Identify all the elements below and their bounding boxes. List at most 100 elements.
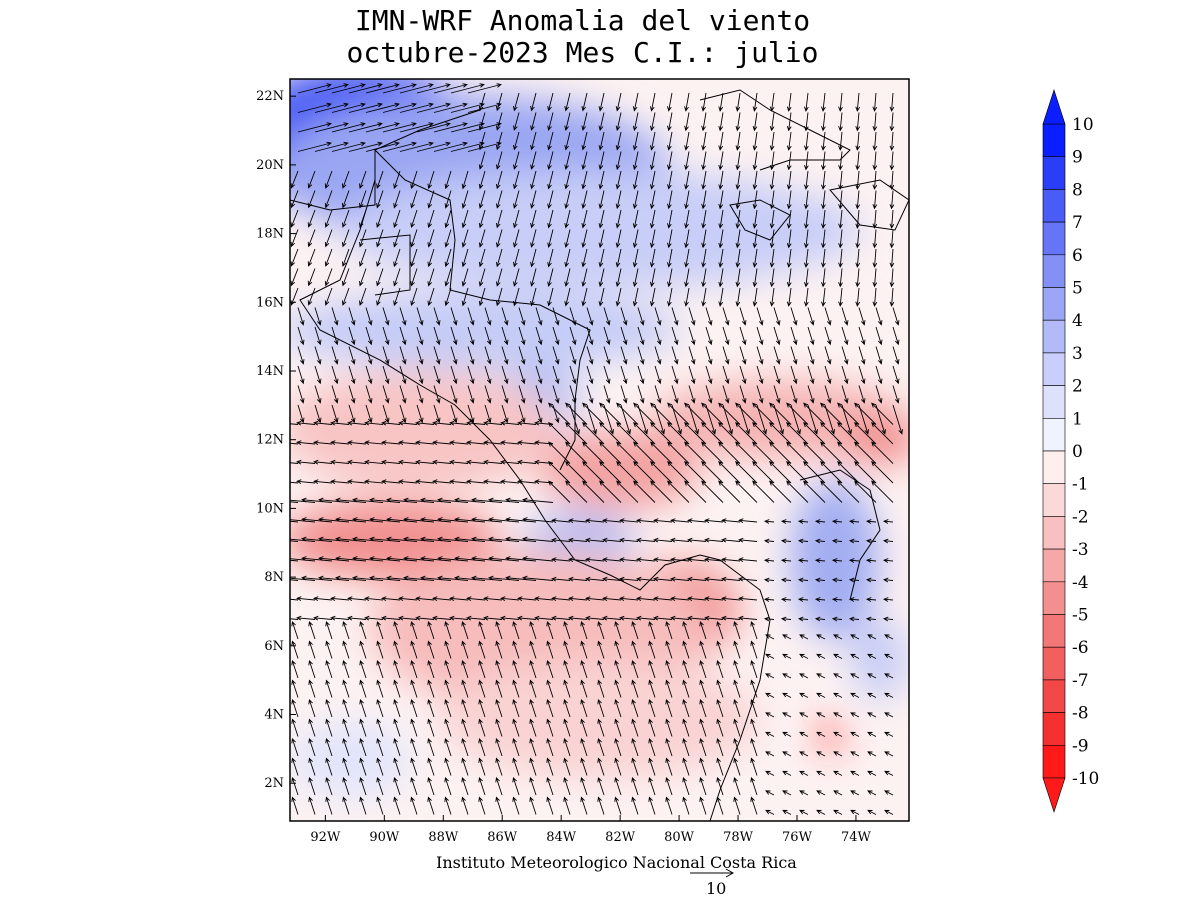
wind-vector-arrow (682, 620, 690, 640)
wind-vector-arrow (837, 441, 860, 464)
wind-vector-arrow (773, 404, 784, 435)
wind-vector-arrow (313, 459, 333, 465)
wind-vector-arrow (393, 679, 401, 698)
wind-vector-arrow (816, 634, 826, 640)
wind-vector-arrow (739, 307, 747, 326)
wind-vector-arrow (752, 422, 775, 445)
reference-vector (690, 868, 735, 878)
wind-vector-arrow (382, 307, 390, 326)
wind-vector-arrow (416, 83, 451, 94)
wind-vector-arrow (889, 92, 895, 112)
wind-vector-arrow (376, 718, 384, 737)
wind-vector-arrow (471, 575, 503, 581)
wind-vector-arrow (699, 776, 707, 796)
wind-vector-arrow (597, 698, 605, 718)
wind-vector-arrow (296, 459, 316, 465)
wind-vector-arrow (614, 679, 622, 698)
wind-vector-arrow (585, 537, 605, 543)
wind-vector-arrow (563, 640, 571, 659)
wind-vector-arrow (297, 346, 305, 365)
wind-vector-arrow (816, 712, 826, 718)
wind-vector-arrow (648, 640, 656, 659)
wind-vector-arrow (841, 346, 849, 365)
wind-vector-arrow (855, 268, 861, 288)
wind-vector-arrow (416, 326, 424, 346)
wind-vector-arrow (838, 209, 843, 229)
wind-vector-arrow (301, 536, 333, 542)
colorbar-label: -5 (1072, 606, 1089, 626)
wind-vector-arrow (684, 268, 690, 288)
wind-vector-arrow (325, 757, 333, 776)
wind-vector-arrow (637, 346, 645, 365)
wind-vector-arrow (488, 536, 520, 542)
wind-vector-arrow (568, 596, 588, 601)
colorbar-label: 0 (1072, 442, 1083, 462)
wind-vector-arrow (602, 576, 622, 582)
wind-vector-arrow (602, 518, 622, 523)
wind-vector-arrow (619, 576, 639, 582)
wind-vector-arrow (296, 440, 316, 445)
wind-vector-arrow (780, 538, 792, 544)
wind-vector-arrow (738, 557, 758, 562)
wind-vector-arrow (614, 640, 622, 659)
wind-vector-arrow (444, 229, 452, 248)
wind-vector-arrow (769, 480, 792, 503)
wind-vector-arrow (399, 102, 434, 113)
wind-vector-arrow (535, 365, 543, 385)
wind-vector-arrow (833, 692, 843, 698)
wind-vector-arrow (569, 326, 577, 346)
wind-vector-arrow (615, 209, 622, 229)
colorbar-label: -4 (1072, 573, 1089, 593)
wind-vector-arrow (410, 268, 418, 287)
wind-vector-arrow (598, 190, 605, 210)
wind-vector-arrow (597, 620, 605, 640)
wind-vector-arrow (342, 620, 350, 640)
wind-vector-arrow (529, 757, 537, 776)
wind-vector-arrow (551, 557, 571, 562)
wind-vector-arrow (335, 536, 367, 542)
wind-vector-arrow (313, 440, 333, 445)
wind-vector-arrow (495, 92, 503, 112)
colorbar-swatch (1042, 123, 1066, 158)
wind-vector-arrow (875, 326, 883, 346)
wind-vector-arrow (871, 480, 894, 503)
colorbar-swatch (1042, 352, 1066, 386)
wind-vector-arrow (296, 615, 316, 621)
wind-vector-arrow (718, 268, 724, 288)
wind-vector-arrow (632, 209, 639, 229)
wind-vector-arrow (718, 229, 724, 249)
wind-vector-arrow (484, 307, 492, 326)
wind-vector-arrow (416, 122, 451, 133)
wind-vector-arrow (467, 365, 475, 385)
wind-vector-arrow (352, 536, 384, 542)
wind-vector-arrow (632, 248, 639, 268)
wind-vector-arrow (763, 519, 775, 524)
wind-vector-arrow (884, 809, 894, 815)
wind-vector-arrow (359, 776, 367, 796)
wind-vector-arrow (671, 404, 682, 435)
wind-vector-arrow (290, 501, 299, 503)
wind-vector-arrow (393, 698, 401, 718)
wind-vector-arrow (513, 112, 520, 131)
wind-vector-arrow (341, 229, 350, 248)
wind-vector-arrow (705, 404, 716, 435)
wind-vector-arrow (324, 287, 333, 306)
wind-vector-arrow (682, 659, 690, 679)
wind-vector-arrow (348, 122, 383, 133)
wind-vector-arrow (838, 268, 843, 288)
wind-vector-arrow (563, 757, 571, 776)
wind-vector-arrow (816, 809, 826, 815)
wind-vector-arrow (614, 620, 622, 640)
wind-vector-arrow (872, 112, 878, 132)
wind-vector-arrow (782, 770, 792, 776)
wind-vector-arrow (599, 441, 622, 464)
wind-vector-arrow (701, 480, 724, 503)
wind-vector-arrow (688, 365, 696, 385)
wind-vector-arrow (552, 365, 560, 385)
wind-vector-arrow (376, 679, 384, 698)
wind-vector-arrow (513, 131, 520, 151)
wind-vector-arrow (872, 170, 878, 190)
wind-vector-arrow (733, 737, 741, 757)
wind-vector-arrow (548, 461, 571, 484)
wind-vector-arrow (483, 596, 503, 601)
